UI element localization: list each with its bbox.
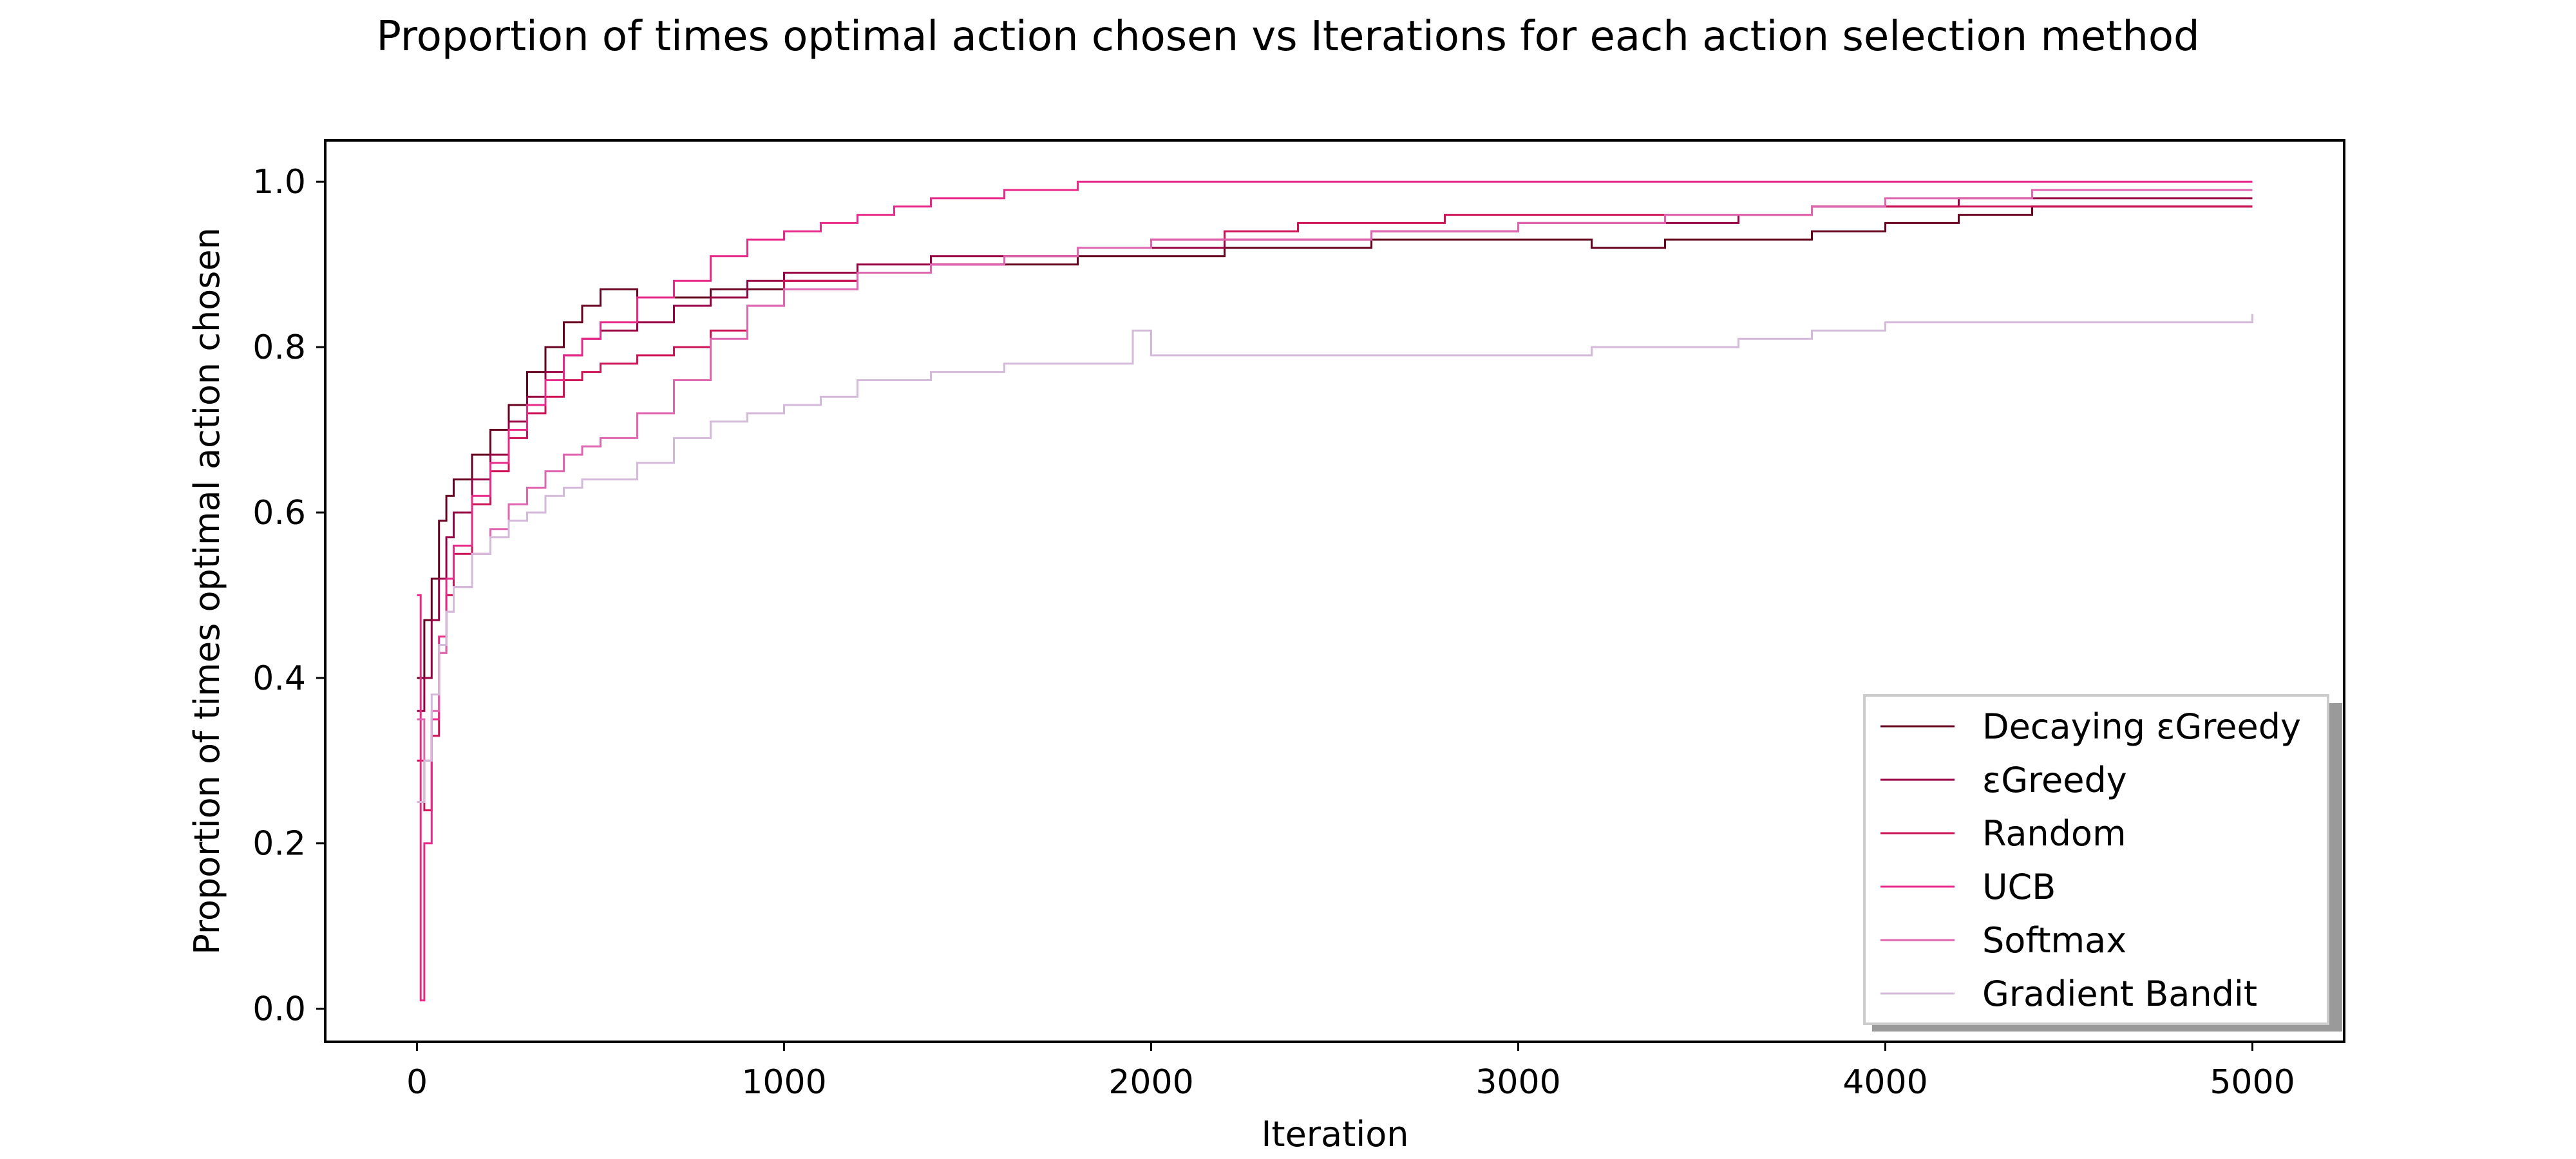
y-tick-label-4: 0.8 <box>252 328 306 367</box>
legend-label-1: εGreedy <box>1982 760 2127 800</box>
plot-area: 0 1000 2000 3000 4000 5000 0.0 0.2 0.4 0.6 0.8 1.0 <box>252 139 2345 1102</box>
series-line-4 <box>417 189 2253 762</box>
chart-title: Proportion of times optimal action chose… <box>376 13 2199 61</box>
legend-label-4: Softmax <box>1982 920 2126 961</box>
legend-box <box>1863 694 2329 1025</box>
x-tick-label-1: 1000 <box>741 1063 826 1102</box>
x-axis: 0 1000 2000 3000 4000 5000 <box>406 1042 2295 1102</box>
x-tick-label-0: 0 <box>406 1063 428 1102</box>
x-tick-label-4: 4000 <box>1842 1063 1927 1102</box>
x-tick-label-5: 5000 <box>2210 1063 2295 1102</box>
series-line-3 <box>417 180 2253 1002</box>
legend-label-5: Gradient Bandit <box>1982 974 2257 1014</box>
y-tick-label-1: 0.2 <box>252 825 306 863</box>
y-tick-label-3: 0.6 <box>252 494 306 532</box>
legend-label-0: Decaying εGreedy <box>1982 706 2301 747</box>
series-line-2 <box>417 205 2253 811</box>
x-axis-label: Iteration <box>1261 1114 1408 1154</box>
x-tick-label-3: 3000 <box>1475 1063 1560 1102</box>
legend-label-2: Random <box>1982 813 2126 854</box>
y-axis: 0.0 0.2 0.4 0.6 0.8 1.0 <box>252 163 325 1029</box>
series-line-0 <box>417 205 2253 679</box>
y-tick-label-0: 0.0 <box>252 990 306 1029</box>
series-line-5 <box>417 314 2253 803</box>
y-axis-label: Proportion of times optimal action chose… <box>187 227 227 955</box>
series-line-1 <box>417 197 2253 712</box>
y-tick-label-2: 0.4 <box>252 659 306 698</box>
x-tick-label-2: 2000 <box>1108 1063 1193 1102</box>
legend-label-3: UCB <box>1982 867 2056 907</box>
series-layer <box>417 180 2253 1002</box>
plot-frame <box>324 139 2345 1043</box>
legend-entries: Decaying εGreedy εGreedy Random UCB Softmax G… <box>1880 706 2301 1014</box>
legend: Decaying εGreedy εGreedy Random UCB Softmax G… <box>1863 694 2342 1032</box>
y-tick-label-5: 1.0 <box>252 163 306 202</box>
